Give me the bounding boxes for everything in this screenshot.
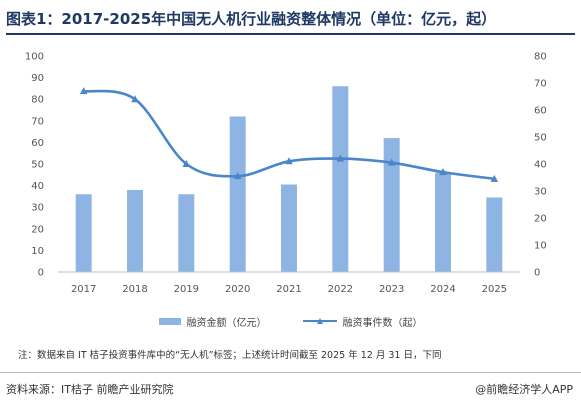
chart-title: 图表1：2017-2025年中国无人机行业融资整体情况（单位：亿元，起）: [6, 10, 497, 28]
bar: [178, 194, 195, 272]
left-tick-label: 40: [31, 181, 44, 192]
right-axis: 0 10 20 30 40 50 60 70 80: [534, 52, 547, 279]
bar: [435, 172, 451, 272]
x-tick-label: 2017: [71, 284, 96, 295]
legend-item-amount: 融资金额（亿元）: [158, 314, 267, 329]
legend-swatch-bar: [158, 317, 181, 325]
x-tick-label: 2018: [122, 284, 147, 295]
brand-text: @前瞻经济学人APP: [475, 383, 573, 396]
bar: [281, 184, 297, 272]
bar: [383, 138, 400, 272]
x-tick-label: 2022: [328, 284, 353, 295]
line-marker: [439, 168, 447, 176]
left-tick-label: 10: [31, 246, 44, 257]
line-marker: [336, 154, 345, 162]
title-divider: [6, 33, 575, 35]
bar: [486, 197, 503, 272]
footer-divider: [0, 372, 581, 373]
legend-label-count: 融资事件数（起）: [342, 317, 423, 329]
left-tick-label: 100: [25, 52, 44, 63]
right-tick-label: 60: [534, 106, 547, 117]
bar: [332, 86, 349, 272]
left-tick-label: 0: [38, 268, 44, 279]
left-tick-label: 60: [31, 138, 44, 149]
left-tick-label: 20: [31, 224, 44, 235]
left-tick-label: 70: [31, 116, 44, 127]
x-tick-label: 2021: [276, 284, 301, 295]
left-tick-label: 80: [31, 95, 44, 106]
combo-chart: 0 10 20 30 40 50 60 70 80 90 100 0 10 20 30 40 50 60 70 80…: [25, 52, 547, 296]
left-axis: 0 10 20 30 40 50 60 70 80 90 100: [25, 52, 44, 279]
line-series: [79, 87, 499, 182]
right-tick-label: 70: [534, 79, 547, 90]
bar: [229, 116, 246, 272]
legend: 融资金额（亿元） 融资事件数（起）: [0, 312, 581, 330]
x-tick-label: 2020: [225, 284, 250, 295]
left-tick-label: 30: [31, 203, 44, 214]
left-tick-label: 50: [31, 160, 44, 171]
legend-label-amount: 融资金额（亿元）: [186, 317, 267, 329]
right-tick-label: 50: [534, 133, 547, 144]
x-tick-label: 2023: [379, 284, 404, 295]
line-marker: [233, 172, 242, 180]
line-marker: [79, 87, 88, 95]
line-marker: [285, 157, 293, 165]
chart-note: 注：数据来自 IT 桔子投资事件库中的“无人机”标签；上述统计时间截至 2025…: [18, 350, 442, 361]
right-tick-label: 0: [534, 268, 540, 279]
count-line: [83, 89, 495, 181]
line-marker: [182, 160, 191, 167]
bar-series: [75, 86, 503, 272]
x-axis: 2017 2018 2019 2020 2021 2022 2023 2024 2025: [58, 271, 520, 295]
right-tick-label: 10: [534, 241, 547, 252]
bar: [127, 189, 143, 272]
line-marker: [490, 174, 499, 182]
legend-swatch-line: [302, 316, 337, 326]
legend-item-count: 融资事件数（起）: [302, 314, 423, 329]
bar: [75, 194, 92, 272]
x-tick-label: 2024: [430, 284, 455, 295]
line-marker: [131, 95, 139, 103]
right-tick-label: 20: [534, 214, 547, 225]
line-marker: [387, 158, 396, 166]
x-tick-label: 2025: [482, 284, 507, 295]
x-tick-label: 2019: [174, 284, 199, 295]
right-tick-label: 30: [534, 187, 547, 198]
source-text: 资料来源：IT桔子 前瞻产业研究院: [6, 383, 174, 396]
right-tick-label: 40: [534, 160, 547, 171]
right-tick-label: 80: [534, 52, 547, 63]
left-tick-label: 90: [31, 73, 44, 84]
